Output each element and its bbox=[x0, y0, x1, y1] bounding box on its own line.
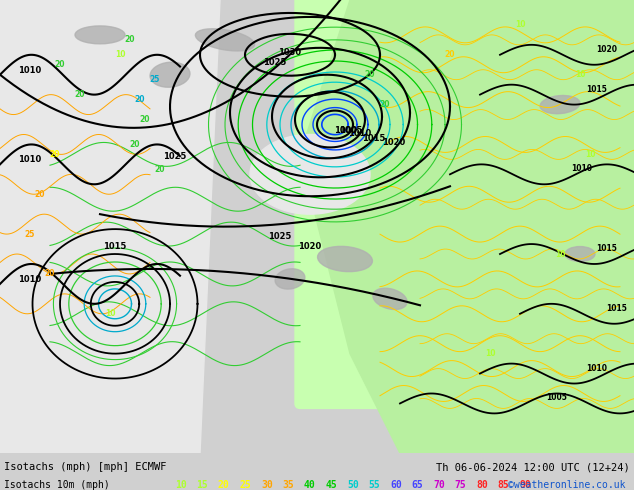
Text: 20: 20 bbox=[155, 165, 165, 174]
Text: 1010: 1010 bbox=[18, 66, 42, 74]
Text: 1010: 1010 bbox=[586, 364, 607, 372]
Text: 70: 70 bbox=[433, 480, 444, 490]
Ellipse shape bbox=[75, 26, 125, 44]
Text: 1000: 1000 bbox=[334, 125, 358, 135]
Ellipse shape bbox=[275, 269, 305, 289]
Text: 1010: 1010 bbox=[571, 164, 593, 173]
Text: 1010: 1010 bbox=[18, 155, 42, 164]
Ellipse shape bbox=[540, 96, 580, 114]
Polygon shape bbox=[0, 0, 220, 453]
Text: 20: 20 bbox=[135, 95, 145, 104]
Text: 1010: 1010 bbox=[348, 129, 372, 138]
Text: 1015: 1015 bbox=[103, 242, 127, 251]
Text: 10: 10 bbox=[175, 480, 187, 490]
Text: 20: 20 bbox=[125, 35, 135, 45]
Ellipse shape bbox=[318, 246, 372, 271]
Text: 1005: 1005 bbox=[547, 393, 567, 402]
Text: 1015: 1015 bbox=[607, 304, 628, 313]
Text: 80: 80 bbox=[476, 480, 488, 490]
Text: 10: 10 bbox=[115, 50, 126, 59]
Text: 10: 10 bbox=[555, 249, 566, 259]
Text: 1015: 1015 bbox=[597, 244, 618, 253]
Text: 20: 20 bbox=[218, 480, 230, 490]
Text: 20: 20 bbox=[45, 270, 55, 278]
Text: 10: 10 bbox=[515, 21, 525, 29]
Text: 25: 25 bbox=[240, 480, 251, 490]
Text: Th 06-06-2024 12:00 UTC (12+24): Th 06-06-2024 12:00 UTC (12+24) bbox=[436, 462, 630, 472]
Text: 55: 55 bbox=[368, 480, 380, 490]
FancyBboxPatch shape bbox=[295, 0, 634, 409]
Ellipse shape bbox=[150, 62, 190, 87]
Text: 50: 50 bbox=[347, 480, 359, 490]
Text: 10: 10 bbox=[585, 150, 595, 159]
Ellipse shape bbox=[565, 246, 595, 262]
Text: 85: 85 bbox=[498, 480, 509, 490]
Text: 20: 20 bbox=[130, 140, 140, 149]
Text: Isotachs (mph) [mph] ECMWF: Isotachs (mph) [mph] ECMWF bbox=[4, 462, 167, 472]
Text: 65: 65 bbox=[411, 480, 424, 490]
Text: 20: 20 bbox=[35, 190, 45, 199]
Text: 10: 10 bbox=[105, 309, 115, 318]
Text: 1025: 1025 bbox=[263, 58, 287, 67]
Text: 10: 10 bbox=[485, 349, 495, 358]
Text: 1020: 1020 bbox=[382, 138, 406, 147]
Text: 1020: 1020 bbox=[597, 45, 618, 54]
Text: 15: 15 bbox=[197, 480, 208, 490]
Text: 25: 25 bbox=[25, 230, 36, 239]
Polygon shape bbox=[300, 0, 634, 453]
Ellipse shape bbox=[373, 288, 407, 310]
Ellipse shape bbox=[195, 29, 255, 51]
Text: 60: 60 bbox=[390, 480, 402, 490]
Text: 1015: 1015 bbox=[586, 85, 607, 94]
Text: Isotachs 10m (mph): Isotachs 10m (mph) bbox=[4, 480, 110, 490]
Text: 20: 20 bbox=[75, 90, 85, 99]
Text: 1010: 1010 bbox=[18, 275, 42, 284]
Text: 1015: 1015 bbox=[362, 134, 385, 143]
Ellipse shape bbox=[250, 134, 370, 214]
Text: 20: 20 bbox=[139, 115, 150, 124]
Text: 20: 20 bbox=[49, 150, 60, 159]
Text: 1025: 1025 bbox=[268, 232, 292, 241]
Text: ©weatheronline.co.uk: ©weatheronline.co.uk bbox=[508, 480, 626, 490]
Text: 1005: 1005 bbox=[339, 126, 363, 135]
Text: 1030: 1030 bbox=[278, 48, 302, 57]
Text: 20: 20 bbox=[380, 100, 391, 109]
Text: 45: 45 bbox=[325, 480, 337, 490]
Text: 20: 20 bbox=[55, 60, 65, 69]
Text: 1025: 1025 bbox=[164, 152, 186, 161]
Text: 20: 20 bbox=[444, 50, 455, 59]
Text: 20: 20 bbox=[365, 70, 375, 79]
Text: 25: 25 bbox=[150, 75, 160, 84]
Text: 10: 10 bbox=[575, 70, 585, 79]
Text: 30: 30 bbox=[261, 480, 273, 490]
Text: 75: 75 bbox=[455, 480, 466, 490]
Text: 35: 35 bbox=[283, 480, 294, 490]
Text: 1020: 1020 bbox=[299, 242, 321, 251]
Text: 90: 90 bbox=[519, 480, 531, 490]
Text: 40: 40 bbox=[304, 480, 316, 490]
